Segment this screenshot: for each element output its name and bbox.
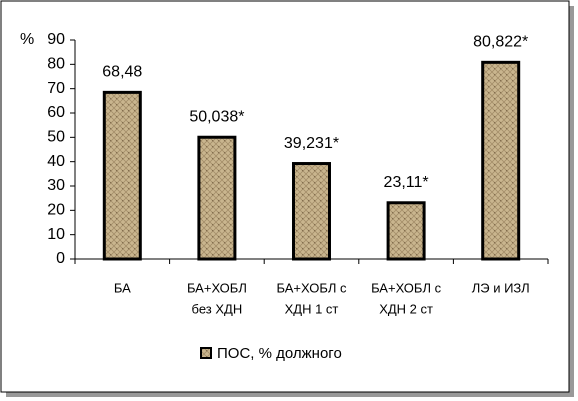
value-label: 80,822* bbox=[473, 34, 528, 51]
value-label: 23,11* bbox=[384, 174, 429, 191]
x-tick-label: БА bbox=[114, 280, 131, 295]
y-tick-label: 50 bbox=[47, 129, 65, 146]
x-tick-label: БА+ХОБЛ bbox=[187, 280, 247, 295]
x-tick-label: БА+ХОБЛ с bbox=[371, 280, 442, 295]
value-label: 50,038* bbox=[189, 108, 244, 125]
bar bbox=[197, 135, 237, 261]
x-tick-label: БА+ХОБЛ с bbox=[276, 280, 347, 295]
y-tick-label: 30 bbox=[47, 177, 65, 194]
y-tick-label: 80 bbox=[47, 56, 65, 73]
y-tick-label: 90 bbox=[47, 31, 65, 48]
legend-label: ПОС, % должного bbox=[217, 345, 342, 362]
y-axis-label: % bbox=[20, 31, 34, 48]
bar bbox=[292, 162, 331, 261]
x-tick-label: ХДН 2 ст bbox=[379, 301, 433, 316]
legend-swatch bbox=[200, 347, 212, 359]
frame bbox=[0, 0, 570, 393]
bar bbox=[386, 201, 426, 261]
y-tick-label: 70 bbox=[47, 80, 65, 97]
y-tick-label: 20 bbox=[47, 202, 65, 219]
x-tick-label: ЛЭ и ИЗЛ bbox=[472, 280, 530, 295]
x-tick-label: без ХДН bbox=[192, 301, 243, 316]
legend: ПОС, % должного bbox=[200, 345, 342, 362]
y-tick-label: 0 bbox=[56, 250, 65, 267]
y-tick-label: 40 bbox=[47, 153, 65, 170]
value-label: 39,231* bbox=[284, 135, 339, 152]
value-label: 68,48 bbox=[102, 64, 142, 81]
y-tick-label: 60 bbox=[47, 104, 65, 121]
bar bbox=[102, 90, 142, 261]
y-tick-label: 10 bbox=[47, 226, 65, 243]
bar bbox=[481, 60, 521, 261]
x-tick-label: ХДН 1 ст bbox=[285, 301, 339, 316]
